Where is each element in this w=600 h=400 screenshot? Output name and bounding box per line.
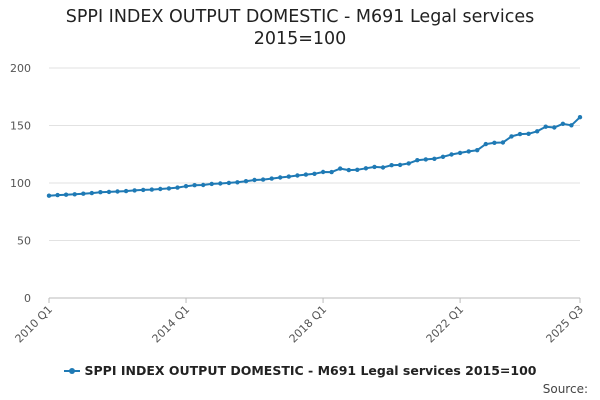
legend-label: SPPI INDEX OUTPUT DOMESTIC - M691 Legal … xyxy=(84,363,537,378)
data-point[interactable] xyxy=(406,161,411,166)
data-point[interactable] xyxy=(440,154,446,159)
data-point[interactable] xyxy=(372,164,377,170)
data-point[interactable] xyxy=(449,152,454,157)
chart-title: SPPI INDEX OUTPUT DOMESTIC - M691 Legal … xyxy=(0,6,600,50)
data-point[interactable] xyxy=(389,163,394,168)
data-point[interactable] xyxy=(338,166,343,171)
data-point[interactable] xyxy=(132,188,137,193)
data-point[interactable] xyxy=(149,187,154,192)
data-point[interactable] xyxy=(72,192,77,197)
data-point[interactable] xyxy=(123,188,129,194)
data-point[interactable] xyxy=(81,191,86,196)
data-point[interactable] xyxy=(278,175,283,180)
data-point[interactable] xyxy=(560,121,566,127)
data-point[interactable] xyxy=(543,124,548,129)
data-point[interactable] xyxy=(286,174,291,179)
data-point[interactable] xyxy=(457,150,463,156)
data-point[interactable] xyxy=(226,180,232,186)
data-point[interactable] xyxy=(355,167,360,172)
data-point[interactable] xyxy=(526,131,531,136)
x-tick-label: 2010 Q1 xyxy=(13,303,56,346)
data-point[interactable] xyxy=(415,158,420,163)
data-point[interactable] xyxy=(475,148,480,153)
y-tick-label: 200 xyxy=(10,62,31,75)
data-point[interactable] xyxy=(166,186,172,191)
data-point[interactable] xyxy=(363,166,369,171)
data-point[interactable] xyxy=(252,177,257,183)
data-point[interactable] xyxy=(201,182,206,188)
data-point[interactable] xyxy=(55,192,60,198)
data-point[interactable] xyxy=(535,129,540,134)
data-point[interactable] xyxy=(346,167,351,173)
data-point[interactable] xyxy=(218,181,223,186)
data-point[interactable] xyxy=(192,183,197,188)
y-axis-ticks: 0 50 100 150 200 xyxy=(10,62,31,305)
data-point[interactable] xyxy=(380,165,386,170)
y-tick-label: 150 xyxy=(10,120,31,133)
data-point[interactable] xyxy=(209,181,214,187)
data-point[interactable] xyxy=(432,156,437,161)
data-point[interactable] xyxy=(500,140,506,145)
data-point[interactable] xyxy=(509,134,514,139)
data-point[interactable] xyxy=(517,131,523,137)
data-point[interactable] xyxy=(269,176,274,181)
data-point[interactable] xyxy=(466,149,471,154)
data-point[interactable] xyxy=(158,186,163,192)
data-point[interactable] xyxy=(569,123,574,128)
data-point[interactable] xyxy=(577,115,583,120)
series-group xyxy=(46,115,583,198)
legend-swatch-icon xyxy=(63,367,80,374)
y-tick-label: 0 xyxy=(24,292,31,305)
data-point[interactable] xyxy=(492,140,497,145)
x-axis: 2010 Q1 2014 Q1 2018 Q1 2022 Q1 2025 Q3 xyxy=(13,297,587,346)
legend[interactable]: SPPI INDEX OUTPUT DOMESTIC - M691 Legal … xyxy=(0,363,600,378)
data-point[interactable] xyxy=(320,169,326,175)
data-point[interactable] xyxy=(329,169,334,175)
data-point[interactable] xyxy=(295,173,300,178)
data-point[interactable] xyxy=(115,189,120,194)
gridlines xyxy=(49,67,580,299)
data-point[interactable] xyxy=(397,162,403,168)
y-tick-label: 50 xyxy=(17,235,31,248)
data-point[interactable] xyxy=(183,184,189,189)
x-tick-label: 2025 Q3 xyxy=(544,303,587,346)
data-point[interactable] xyxy=(423,157,428,162)
series-line xyxy=(48,116,581,197)
data-point[interactable] xyxy=(106,189,112,195)
source-label[interactable]: Source: xyxy=(542,382,588,396)
chart-title-line-1: SPPI INDEX OUTPUT DOMESTIC - M691 Legal … xyxy=(65,7,535,27)
data-point[interactable] xyxy=(175,185,180,190)
data-point[interactable] xyxy=(552,125,557,130)
data-point[interactable] xyxy=(98,190,103,195)
x-tick-label: 2018 Q1 xyxy=(287,303,330,346)
data-point[interactable] xyxy=(312,171,317,176)
data-point[interactable] xyxy=(260,177,266,182)
data-point[interactable] xyxy=(483,141,488,147)
data-point[interactable] xyxy=(63,192,69,197)
chart-title-line-2: 2015=100 xyxy=(253,29,347,49)
y-tick-label: 100 xyxy=(10,177,31,190)
data-point[interactable] xyxy=(235,180,240,185)
data-point[interactable] xyxy=(46,193,52,198)
data-point[interactable] xyxy=(89,190,95,196)
data-point[interactable] xyxy=(243,179,249,184)
x-tick-label: 2022 Q1 xyxy=(424,303,467,346)
data-point[interactable] xyxy=(141,187,146,193)
data-point[interactable] xyxy=(303,172,309,177)
x-tick-label: 2014 Q1 xyxy=(150,303,193,346)
